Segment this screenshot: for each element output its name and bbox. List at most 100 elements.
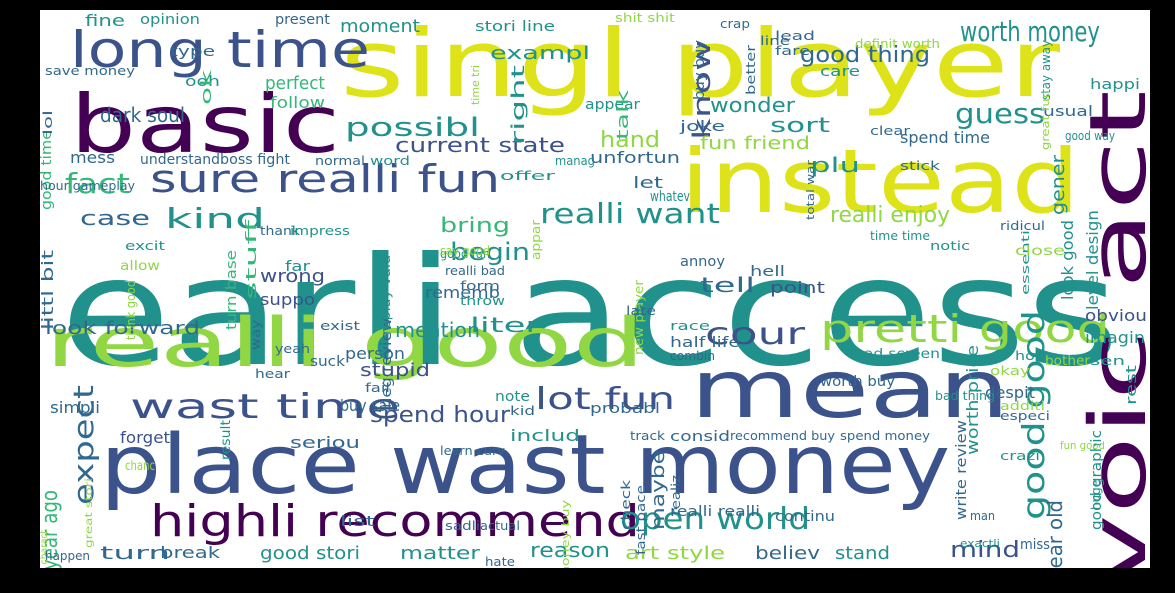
- word-obviou: obviou: [1085, 306, 1147, 325]
- word-fact: fact: [65, 167, 130, 200]
- word-cloud: earli access singl player instead basic mean…: [40, 10, 1150, 568]
- word-begin: begin: [450, 238, 531, 266]
- word-singl-player: singl player: [340, 10, 1060, 119]
- word-understand: understand: [140, 152, 220, 168]
- word-form: form: [460, 279, 500, 293]
- word-say-good: say good: [440, 244, 490, 258]
- word-annoy: annoy: [680, 254, 726, 270]
- word-turn-base: turn base: [224, 249, 240, 330]
- word-check: check: [619, 479, 633, 530]
- word-present: present: [275, 12, 330, 28]
- word-mention: mention: [395, 318, 481, 342]
- word-throw: throw: [460, 294, 505, 308]
- word-combin: combin: [670, 349, 715, 363]
- word-clear: clear: [870, 124, 911, 138]
- word-actual: actual: [480, 519, 520, 533]
- word-fare: fare: [775, 44, 811, 58]
- word-place: place: [100, 418, 360, 513]
- word-forget: forget: [120, 428, 171, 447]
- word-learn-curv: learn curv: [440, 444, 505, 458]
- word-realli-enjoy: realli enjoy: [830, 203, 951, 228]
- word-fast-pace: fast pace: [634, 484, 648, 555]
- word-turn: turn: [100, 543, 170, 564]
- word-look-forward: look forward: [45, 318, 201, 339]
- word-talk: talk: [613, 90, 632, 140]
- word-appar: appar: [529, 219, 543, 260]
- word-usual: usual: [1043, 104, 1094, 120]
- word-worth-money: worth money: [960, 15, 1100, 48]
- word-stori-line: stori line: [475, 19, 556, 35]
- word-moment: moment: [340, 16, 421, 37]
- word-sadli: sadli: [445, 519, 481, 533]
- word-fun-friend: fun friend: [700, 133, 811, 154]
- word-person: person: [345, 344, 405, 363]
- word-hear: hear: [255, 367, 291, 381]
- word-save-money: save money: [45, 64, 135, 78]
- word-hour-gameplay: hour gameplay: [40, 179, 136, 193]
- word-stuff: stuff: [244, 219, 260, 300]
- word-spend-time: spend time: [900, 128, 990, 147]
- word-race: race: [670, 319, 711, 333]
- word-fine: fine: [85, 11, 126, 30]
- word-matter: matter: [400, 543, 480, 564]
- word-total-war: total war: [804, 160, 817, 220]
- word-excit: excit: [125, 239, 166, 253]
- word-word: word: [370, 154, 411, 168]
- word-continu: continu: [775, 509, 836, 525]
- word-lol: lol: [41, 109, 55, 135]
- word-suck: suck: [310, 354, 345, 370]
- word-break: break: [160, 543, 221, 562]
- word-happi: happi: [1090, 77, 1141, 93]
- word-lot-fun: lot fun: [535, 382, 676, 417]
- word-whatev: whatev: [650, 189, 691, 205]
- word-sen: sen: [1090, 354, 1125, 368]
- word-open-world: open world: [620, 502, 811, 537]
- word-joke: joke: [680, 119, 726, 135]
- word-tell: tell: [700, 273, 755, 297]
- word-mean: mean: [690, 343, 1010, 436]
- word-hate: hate: [485, 555, 515, 568]
- word-offer: offer: [500, 169, 556, 183]
- word-great-stori: great stori: [84, 478, 95, 548]
- word-good-stori: good stori: [260, 543, 361, 564]
- word-good-time: good time: [40, 130, 55, 210]
- word-lead: lead: [775, 29, 815, 43]
- word-normal: normal: [315, 154, 365, 168]
- word-realli-good: realli good: [45, 304, 646, 383]
- word-boss-fight: boss fight: [220, 152, 291, 168]
- word-stand: stand: [835, 543, 890, 564]
- word-miss: miss: [1020, 537, 1051, 553]
- word-result: result: [219, 419, 234, 460]
- word-okay: okay: [990, 364, 1030, 378]
- word-recommend-buy: recommend buy: [730, 429, 835, 443]
- word-sort: sort: [770, 113, 830, 137]
- word-better: better: [744, 45, 758, 95]
- word-good-thing: good thing: [800, 43, 931, 68]
- word-shit-shit: shit shit: [615, 11, 675, 25]
- word-believ: believ: [755, 543, 821, 564]
- word-cour: cour: [705, 317, 806, 352]
- word-load-screen: load screen: [850, 347, 941, 362]
- word-list: list: [340, 514, 375, 530]
- word-maybe: maybe: [648, 450, 669, 530]
- word-ok: ok: [199, 70, 215, 105]
- word-realli-realli: realli realli: [670, 504, 761, 520]
- word-track: track: [630, 429, 666, 443]
- word-good-fun: good fun: [440, 247, 490, 261]
- word-line: line: [760, 34, 790, 48]
- word-art-style: art style: [625, 543, 726, 564]
- word-buy-buy: buy buy: [692, 40, 708, 100]
- word-right: right: [508, 65, 529, 145]
- word-dark-soul: dark soul: [100, 103, 186, 127]
- word-way: way: [249, 319, 263, 350]
- word-possibl: possibl: [345, 113, 480, 143]
- word-allow: allow: [120, 259, 160, 274]
- word-ridicul: ridicul: [1000, 219, 1046, 233]
- word-unfortun: unfortun: [590, 148, 680, 167]
- word-instead: instead: [680, 130, 1081, 233]
- word-essenti: essenti: [1019, 230, 1032, 295]
- word-appear: appear: [585, 97, 640, 113]
- word-spend-hour: spend hour: [370, 403, 511, 428]
- word-perfect: perfect: [265, 73, 326, 94]
- word-think-good: think good: [124, 280, 138, 340]
